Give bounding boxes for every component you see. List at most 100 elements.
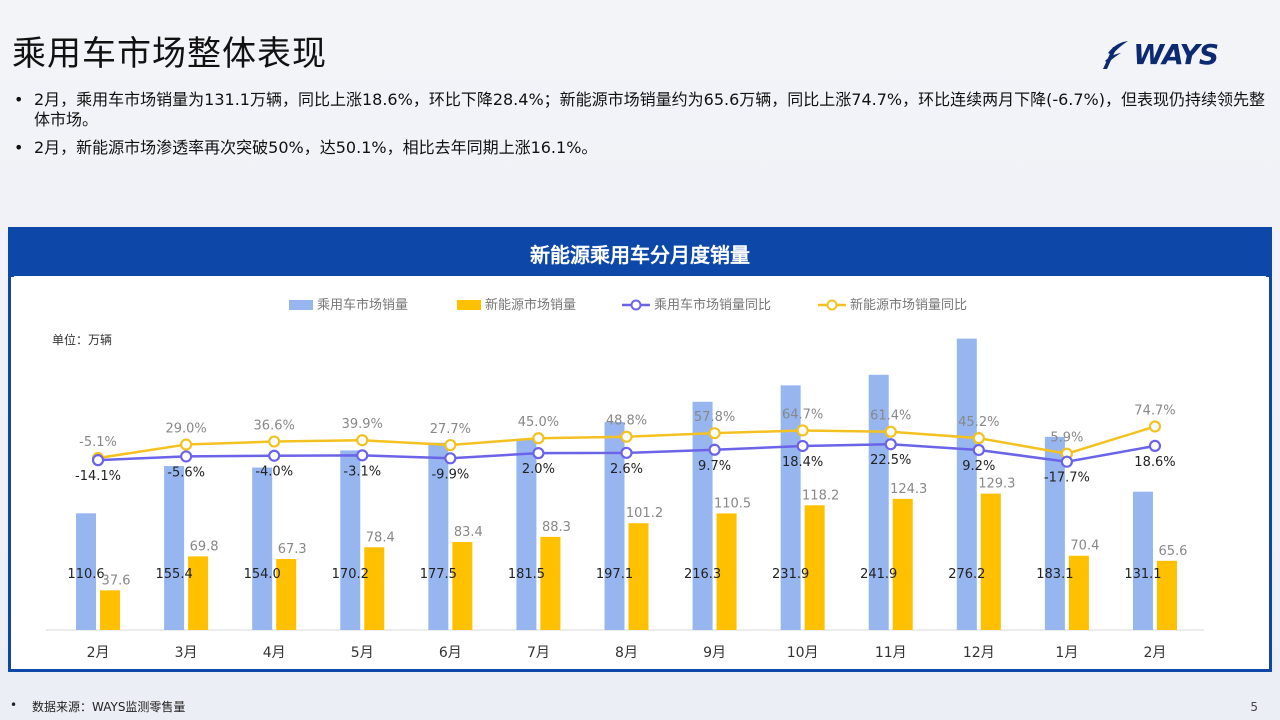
x-tick-label: 7月 [527, 645, 550, 661]
line-point-label: 2.6% [610, 462, 643, 477]
bar-nev [716, 513, 737, 630]
bar-nev-label: 129.3 [978, 477, 1015, 492]
x-tick-label: 2月 [87, 645, 110, 661]
bar-nev-label: 101.2 [626, 506, 663, 521]
line-point-label: 39.9% [342, 417, 383, 432]
line-point [180, 438, 193, 451]
line-point-label: 36.6% [254, 419, 295, 434]
bullet-text: 2月，乘用车市场销量为131.1万辆，同比上涨18.6%，环比下降28.4%；新… [34, 90, 1266, 129]
line-point-label: -9.9% [431, 467, 469, 482]
data-source: 数据来源：WAYS监测零售量 [32, 700, 186, 714]
chart-title: 新能源乘用车分月度销量 [11, 230, 1269, 277]
line-point-label: 57.8% [694, 410, 735, 425]
bar-nev-label: 67.3 [278, 542, 307, 557]
bar-total [252, 467, 273, 630]
x-tick-label: 10月 [787, 645, 819, 661]
x-tick-label: 4月 [263, 645, 286, 661]
bar-total [604, 422, 625, 630]
bar-nev [1068, 555, 1089, 630]
bar-total [516, 438, 537, 630]
bar-nev [100, 590, 121, 630]
bar-nev [892, 498, 913, 630]
ways-logo: WAYS [1099, 38, 1219, 71]
line-point [708, 443, 721, 456]
line-point [532, 432, 545, 445]
line-point [91, 454, 105, 467]
line-point-label: -5.1% [79, 435, 117, 450]
bar-nev-label: 78.4 [366, 530, 395, 545]
line-point-label: 5.9% [1050, 431, 1083, 446]
x-tick-label: 6月 [439, 645, 462, 661]
line-point [1148, 420, 1162, 433]
line-point [356, 434, 369, 447]
line-point-label: 22.5% [870, 453, 911, 468]
line-point-label: 29.0% [165, 422, 206, 437]
line-point-label: 45.2% [958, 415, 999, 430]
bar-total [428, 442, 449, 630]
bullet-dot: • [14, 138, 24, 157]
bar-nev-label: 69.8 [190, 539, 219, 554]
legend-label: 新能源市场销量 [485, 297, 576, 313]
line-point-label: 64.7% [782, 407, 823, 422]
bar-total-label: 241.9 [860, 567, 897, 582]
x-tick-label: 8月 [615, 645, 638, 661]
bar-total [1044, 436, 1065, 630]
bar-nev-label: 88.3 [542, 520, 571, 535]
bar-nev-label: 118.2 [802, 488, 839, 503]
line-point-label: 2.0% [522, 462, 555, 477]
bar-total [1132, 491, 1153, 630]
line-point [1148, 439, 1162, 453]
bar-total [692, 401, 713, 630]
bar-nev [1156, 560, 1177, 630]
bullet-item: • 2月，乘用车市场销量为131.1万辆，同比上涨18.6%，环比下降28.4%… [14, 90, 1274, 130]
x-tick-label: 12月 [963, 645, 995, 661]
line-point [972, 443, 985, 457]
footer-bullet: • [10, 698, 18, 712]
ways-logo-icon [1103, 40, 1129, 69]
line-point-label: 9.2% [962, 459, 995, 474]
line-point [1060, 455, 1073, 468]
line-point [444, 438, 457, 452]
legend-label: 乘用车市场销量同比 [654, 297, 771, 313]
bullet-text: 2月，新能源市场渗透率再次突破50%，达50.1%，相比去年同期上涨16.1%。 [34, 138, 598, 157]
legend-swatch [457, 300, 481, 310]
x-tick-label: 3月 [175, 645, 198, 661]
bar-total-label: 177.5 [420, 567, 457, 582]
bar-nev-label: 37.6 [102, 573, 131, 588]
line-point-label: 48.8% [606, 414, 647, 429]
bar-nev [980, 493, 1001, 630]
bar-total [340, 450, 361, 630]
chart-area: 单位：万辆 乘用车市场销量 新能源市场销量 乘用车市场销量同比 新能源市场销量同比 110… [14, 276, 1266, 666]
line-point [268, 435, 281, 448]
bar-total-label: 131.1 [1124, 567, 1161, 582]
bar-total [868, 374, 889, 630]
line-point [532, 447, 545, 460]
bar-total-label: 110.6 [67, 567, 104, 582]
bar-total-label: 231.9 [772, 567, 809, 582]
bar-total-label: 170.2 [332, 567, 369, 582]
legend-marker [630, 299, 642, 311]
x-tick-label: 9月 [703, 645, 726, 661]
line-point [884, 425, 897, 438]
line-point-label: 45.0% [518, 415, 559, 430]
line-point-label: -14.1% [75, 469, 121, 484]
bar-total [956, 338, 977, 630]
line-point-label: 18.4% [782, 455, 823, 470]
chart-panel: 新能源乘用车分月度销量 单位：万辆 乘用车市场销量 新能源市场销量 乘用车市场销量同比… [8, 227, 1272, 672]
legend-marker [826, 299, 838, 311]
bar-total [164, 466, 185, 630]
line-point-label: 9.7% [698, 459, 731, 474]
ways-logo-text: WAYS [1133, 38, 1219, 71]
footer: • 数据来源：WAYS监测零售量 [10, 698, 185, 715]
bar-nev-label: 83.4 [454, 525, 483, 540]
legend-label: 乘用车市场销量 [317, 297, 408, 313]
bar-total-label: 181.5 [508, 567, 545, 582]
line-point [796, 439, 809, 453]
line-point [268, 449, 281, 462]
chart-svg: 单位：万辆 乘用车市场销量 新能源市场销量 乘用车市场销量同比 新能源市场销量同比 110… [46, 297, 1204, 661]
bar-total-label: 197.1 [596, 567, 633, 582]
bar-nev [276, 558, 297, 630]
line-point-label: 27.7% [430, 422, 471, 437]
bar-nev-label: 124.3 [890, 482, 927, 497]
bar-total-label: 276.2 [948, 567, 985, 582]
